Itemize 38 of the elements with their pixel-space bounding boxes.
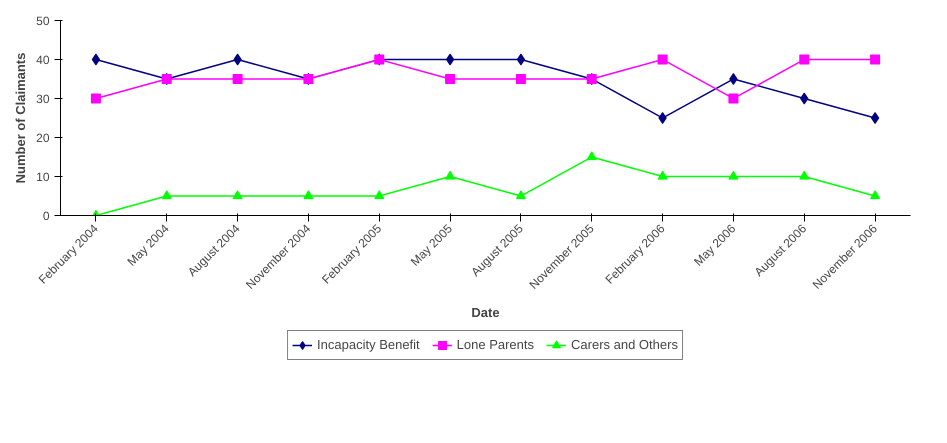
y-tick-label: 10 [36,170,50,184]
y-tick-label: 0 [42,209,50,223]
y-axis-title: Number of Claimants [13,52,28,184]
point [446,54,454,66]
point [233,54,242,66]
point [90,94,101,104]
point [516,54,526,66]
point [870,190,880,200]
point [92,54,100,66]
legend-label: Lone Parents [456,337,534,352]
point [870,112,880,124]
point [232,190,243,200]
y-tick-label: 20 [36,131,50,145]
point [800,92,808,104]
point [728,94,738,104]
point [870,54,880,64]
point [162,190,172,200]
y-tick-label: 30 [36,92,50,106]
point [374,190,384,200]
y-tick-label: 40 [36,53,50,67]
point [799,54,810,64]
point [516,190,526,200]
point [232,74,243,84]
legend-label: Carers and Others [571,337,678,352]
point [303,190,314,200]
point [729,73,738,85]
x-axis-title: Date [471,304,500,320]
point [658,170,668,180]
point [799,170,810,180]
point [658,112,667,124]
point [728,170,738,180]
y-tick-label: 50 [36,14,50,28]
point [445,170,456,180]
point [445,74,456,84]
point [658,54,668,64]
legend-label: Incapacity Benefit [317,337,420,352]
point [516,74,526,84]
point [586,151,597,160]
